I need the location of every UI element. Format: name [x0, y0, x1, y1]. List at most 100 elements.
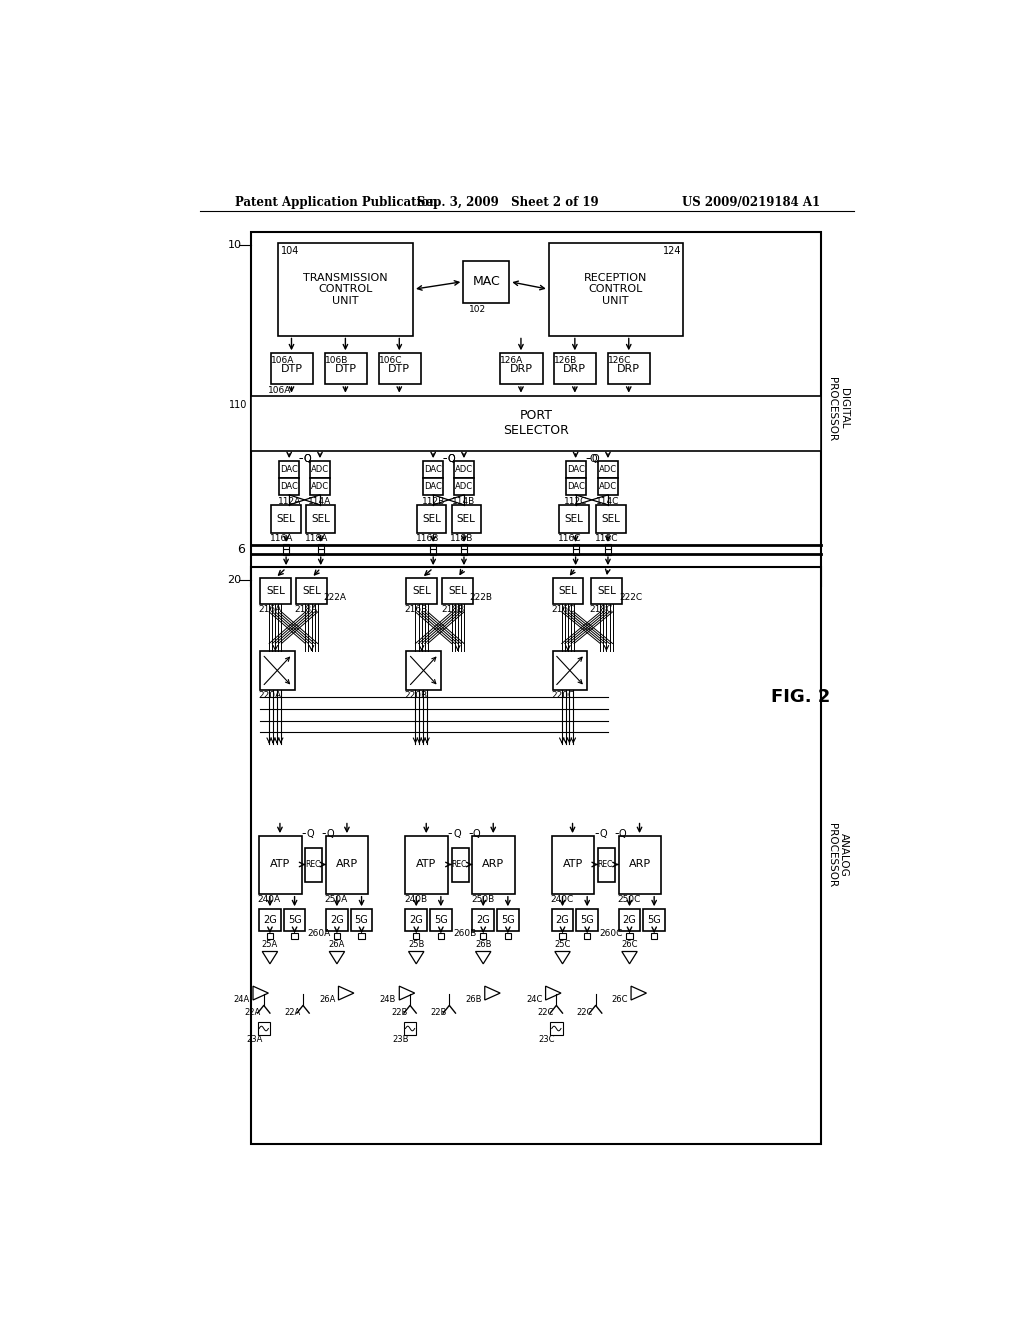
Text: 22B: 22B	[391, 1008, 408, 1018]
Text: Patent Application Publication: Patent Application Publication	[234, 195, 437, 209]
Text: -: -	[298, 453, 303, 465]
Text: Q: Q	[599, 829, 607, 838]
Text: 25A: 25A	[262, 940, 279, 949]
Bar	[423, 461, 443, 478]
Bar	[351, 909, 373, 931]
Text: 23A: 23A	[247, 1035, 263, 1044]
Bar	[280, 478, 299, 495]
Text: SEL: SEL	[302, 586, 321, 597]
Bar	[430, 544, 436, 550]
Text: 22C: 22C	[538, 1008, 554, 1018]
Text: ARP: ARP	[629, 859, 650, 870]
Text: 2G: 2G	[410, 915, 423, 925]
Bar	[472, 909, 494, 931]
Text: ARP: ARP	[336, 859, 358, 870]
Text: ADC: ADC	[599, 465, 617, 474]
Bar	[403, 1022, 416, 1035]
Bar	[463, 261, 509, 304]
Text: 222A: 222A	[323, 593, 346, 602]
Bar	[461, 549, 467, 554]
Text: DRP: DRP	[563, 363, 587, 374]
Bar	[554, 354, 596, 384]
Text: 24B: 24B	[380, 994, 396, 1003]
Bar	[552, 836, 594, 894]
Text: 220B: 220B	[404, 690, 428, 700]
Bar	[306, 506, 336, 533]
Text: 5G: 5G	[647, 915, 662, 925]
Bar	[259, 909, 281, 931]
Text: 24A: 24A	[233, 994, 250, 1003]
Text: 106B: 106B	[325, 355, 348, 364]
Text: ATP: ATP	[416, 859, 436, 870]
Text: 23C: 23C	[539, 1035, 555, 1044]
Text: -: -	[298, 453, 303, 465]
Text: DAC: DAC	[424, 482, 442, 491]
Bar	[280, 461, 299, 478]
Text: ATP: ATP	[269, 859, 290, 870]
Bar	[334, 933, 340, 940]
Text: REC.: REC.	[598, 861, 615, 869]
Text: SEL: SEL	[276, 513, 296, 524]
Text: 22B: 22B	[430, 1008, 446, 1018]
Bar	[497, 909, 518, 931]
Bar	[406, 909, 427, 931]
Text: ADC: ADC	[455, 482, 473, 491]
Text: 25B: 25B	[408, 940, 424, 949]
Text: TRANSMISSION
CONTROL
UNIT: TRANSMISSION CONTROL UNIT	[303, 273, 388, 306]
Text: 2G: 2G	[476, 915, 490, 925]
Text: 116C: 116C	[558, 533, 582, 543]
Bar	[627, 933, 633, 940]
Bar	[461, 544, 467, 550]
Text: DTP: DTP	[388, 363, 411, 374]
Text: 110: 110	[229, 400, 248, 409]
Text: 220A: 220A	[258, 690, 282, 700]
Text: 216C: 216C	[551, 605, 574, 614]
Text: Sep. 3, 2009   Sheet 2 of 19: Sep. 3, 2009 Sheet 2 of 19	[417, 195, 599, 209]
Text: -: -	[468, 828, 472, 841]
Text: 22A: 22A	[245, 1008, 261, 1018]
Text: 26B: 26B	[475, 940, 492, 949]
Text: REC.: REC.	[452, 861, 469, 869]
Bar	[379, 354, 421, 384]
Bar	[552, 909, 573, 931]
Bar	[413, 933, 419, 940]
Text: 2G: 2G	[263, 915, 276, 925]
Text: 104: 104	[281, 246, 299, 256]
Text: 26A: 26A	[319, 994, 336, 1003]
Text: 26B: 26B	[465, 994, 481, 1003]
Text: SEL: SEL	[597, 586, 615, 597]
Bar	[565, 478, 586, 495]
Bar	[454, 461, 474, 478]
Text: DIGITAL
PROCESSOR: DIGITAL PROCESSOR	[827, 376, 849, 441]
Text: 250A: 250A	[325, 895, 348, 904]
Text: SEL: SEL	[422, 513, 441, 524]
Text: Q: Q	[447, 454, 455, 463]
Bar	[442, 578, 473, 605]
Text: Q: Q	[303, 454, 310, 463]
Text: 220C: 220C	[551, 690, 574, 700]
Text: Q: Q	[303, 454, 310, 463]
Bar	[596, 506, 626, 533]
Text: 106A: 106A	[270, 355, 294, 364]
Text: DAC: DAC	[281, 465, 298, 474]
Bar	[270, 354, 313, 384]
Bar	[577, 909, 598, 931]
Text: 124: 124	[663, 246, 681, 256]
Text: 5G: 5G	[501, 915, 515, 925]
Bar	[406, 836, 447, 894]
Text: 260B: 260B	[454, 929, 476, 939]
Text: 24C: 24C	[526, 994, 543, 1003]
Text: 112C: 112C	[564, 496, 588, 506]
Text: ADC: ADC	[599, 482, 617, 491]
Text: SEL: SEL	[311, 513, 330, 524]
Bar	[559, 506, 589, 533]
Text: SEL: SEL	[564, 513, 584, 524]
Text: 126A: 126A	[500, 355, 523, 364]
Text: 218B: 218B	[441, 605, 464, 614]
Text: 112A: 112A	[278, 496, 301, 506]
Text: 126C: 126C	[608, 355, 632, 364]
Text: 106A: 106A	[267, 385, 291, 395]
Text: -: -	[301, 828, 306, 841]
Bar	[260, 578, 291, 605]
Bar	[252, 231, 821, 586]
